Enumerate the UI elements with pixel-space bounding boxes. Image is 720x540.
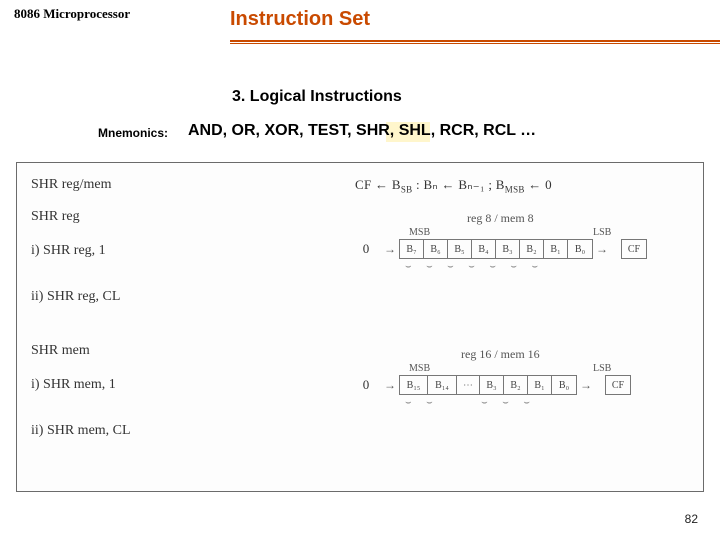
zero-in-2: 0 <box>357 377 375 393</box>
bit-cell: B₇ <box>400 240 424 258</box>
bit-cell: B₀ <box>568 240 592 258</box>
bit-cell: B₁₅ <box>400 376 428 394</box>
bitbox-16-right: B₃ B₂ B₁ B₀ <box>479 375 577 395</box>
bit-diagram-8: 0 → B₇ B₆ B₅ B₄ B₃ B₂ B₁ B₀ → CF <box>357 239 647 259</box>
fig-line-6: i) SHR mem, 1 <box>31 377 116 393</box>
bit-cell: B₅ <box>448 240 472 258</box>
title-underline <box>0 40 720 50</box>
cf-formula: CF ← BSB : Bₙ ← Bₙ₋₁ ; BMSB ← 0 <box>355 177 552 195</box>
bitbox-8: B₇ B₆ B₅ B₄ B₃ B₂ B₁ B₀ <box>399 239 593 259</box>
page-number: 82 <box>685 512 698 526</box>
bit-diagram-16: 0 → B₁₅ B₁₄ ⋯ B₃ B₂ B₁ B₀ → CF <box>357 375 631 395</box>
fig-line-2: SHR reg <box>31 209 80 225</box>
zero-in-1: 0 <box>357 241 375 257</box>
reg8-label: reg 8 / mem 8 <box>467 211 534 226</box>
arrow-icon: → <box>593 242 611 257</box>
topic-label: 8086 Microprocessor <box>14 6 130 22</box>
bit-cell: B₃ <box>480 376 504 394</box>
fig-line-3: i) SHR reg, 1 <box>31 243 106 259</box>
arrow-icon: → <box>381 242 399 257</box>
bit-cell: B₂ <box>520 240 544 258</box>
shift-arcs-1: ⌣ ⌣ ⌣ ⌣ ⌣ ⌣ ⌣ <box>405 261 544 272</box>
msb-label-2: MSB <box>409 363 430 374</box>
arrow-icon: → <box>381 378 399 393</box>
mnemonics-list: AND, OR, XOR, TEST, SHR, SHL, RCR, RCL … <box>188 122 536 140</box>
slide-header: 8086 Microprocessor Instruction Set <box>0 0 720 48</box>
bit-cell: B₂ <box>504 376 528 394</box>
fig-line-7: ii) SHR mem, CL <box>31 423 131 439</box>
lsb-label-1: LSB <box>593 227 611 238</box>
bit-cell: B₁₄ <box>428 376 456 394</box>
bit-cell: B₆ <box>424 240 448 258</box>
mnemonics-label: Mnemonics: <box>98 126 168 140</box>
section-heading: 3. Logical Instructions <box>232 88 402 106</box>
shift-arcs-2: ⌣ ⌣ ⌣ ⌣ ⌣ <box>405 397 536 408</box>
bit-cell: B₃ <box>496 240 520 258</box>
bitbox-16-left: B₁₅ B₁₄ <box>399 375 457 395</box>
cf-box: CF <box>605 375 631 395</box>
fig-line-4: ii) SHR reg, CL <box>31 289 120 305</box>
bit-cell: B₀ <box>552 376 576 394</box>
cf-box: CF <box>621 239 647 259</box>
lsb-label-2: LSB <box>593 363 611 374</box>
fig-line-5: SHR mem <box>31 343 90 359</box>
fig-line-1: SHR reg/mem <box>31 177 112 193</box>
bit-cell: B₄ <box>472 240 496 258</box>
msb-label-1: MSB <box>409 227 430 238</box>
slide-title: Instruction Set <box>230 8 370 31</box>
bit-cell: B₁ <box>528 376 552 394</box>
bit-gap: ⋯ <box>457 375 479 395</box>
instruction-figure: SHR reg/mem SHR reg i) SHR reg, 1 ii) SH… <box>16 162 704 492</box>
arrow-icon: → <box>577 378 595 393</box>
reg16-label: reg 16 / mem 16 <box>461 347 540 362</box>
bit-cell: B₁ <box>544 240 568 258</box>
